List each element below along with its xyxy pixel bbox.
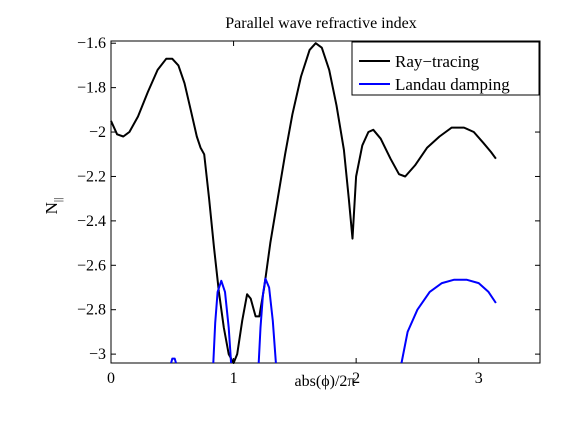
x-tick-label-3: 3 (475, 370, 483, 387)
y-axis-label: N|| (42, 198, 64, 215)
y-tick-label-0: −1.6 (77, 35, 106, 52)
x-tick-label-0: 0 (107, 370, 115, 387)
chart-title: Parallel wave refractive index (225, 15, 416, 32)
tick-layer (110, 41, 540, 363)
legend-box (351, 41, 540, 96)
series-line-landau-damping-segment-3 (400, 278, 497, 364)
series-line-landau-damping-segment-2 (257, 277, 277, 364)
series-line-landau-damping-segment-0 (170, 357, 177, 364)
y-tick-label-4: −2.4 (77, 213, 106, 230)
x-axis-label: abs(ϕ)/2π (295, 373, 356, 390)
series-line-ray-tracing-segment-0 (110, 42, 497, 364)
y-tick-label-1: −1.8 (77, 80, 106, 97)
svg-text:N||: N|| (42, 198, 64, 215)
y-tick-label-2: −2 (89, 124, 106, 141)
x-tick-label-1: 1 (230, 370, 238, 387)
y-tick-labels: −1.6 −1.8 −2 −2.2 −2.4 −2.6 −2.8 −3 (77, 35, 106, 363)
x-tick-labels: 0 1 2 3 (107, 370, 483, 387)
y-axis-label-subscript: || (52, 198, 64, 202)
series-line-landau-damping-segment-1 (212, 279, 233, 364)
y-tick-label-3: −2.2 (77, 168, 106, 185)
x-tick-label-2: 2 (352, 370, 360, 387)
y-tick-label-5: −2.6 (77, 257, 106, 274)
legend-label-ray-tracing: Ray−tracing (395, 52, 480, 71)
y-tick-label-7: −3 (89, 346, 106, 363)
y-tick-label-6: −2.8 (77, 302, 106, 319)
y-axis-label-base: N (42, 202, 61, 214)
legend: Ray−tracing Landau damping (351, 41, 540, 96)
series-layer (110, 42, 497, 364)
legend-label-landau-damping: Landau damping (395, 75, 510, 94)
